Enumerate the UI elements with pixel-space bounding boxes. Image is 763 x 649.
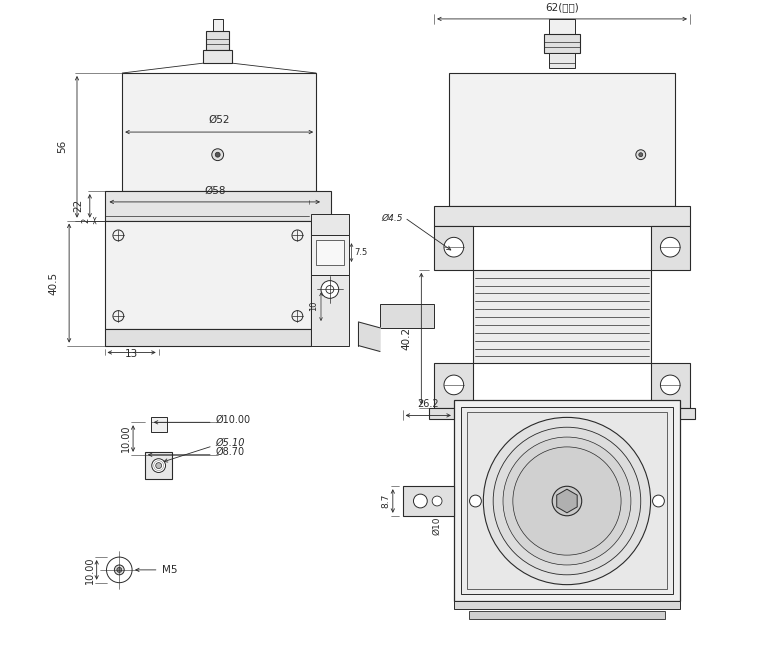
- Circle shape: [444, 238, 464, 257]
- Text: Ø5.10: Ø5.10: [216, 438, 245, 448]
- Text: Ø58: Ø58: [204, 186, 226, 196]
- Bar: [380, 304, 434, 328]
- Text: M5: M5: [162, 565, 177, 575]
- Circle shape: [321, 280, 339, 299]
- Circle shape: [652, 495, 665, 507]
- Text: Ø52: Ø52: [208, 115, 230, 125]
- Bar: [151, 417, 166, 432]
- Text: 26.2: 26.2: [417, 398, 439, 408]
- Text: 10.00: 10.00: [85, 556, 95, 583]
- Bar: [145, 452, 172, 480]
- Circle shape: [444, 375, 464, 395]
- Circle shape: [212, 149, 224, 160]
- Bar: [549, 53, 575, 68]
- Circle shape: [114, 565, 124, 575]
- Bar: [105, 221, 311, 329]
- Circle shape: [156, 463, 162, 469]
- Bar: [122, 73, 316, 191]
- Circle shape: [215, 153, 221, 157]
- Circle shape: [493, 427, 641, 575]
- Bar: [403, 486, 454, 516]
- Text: 7.5: 7.5: [355, 248, 368, 256]
- Bar: [213, 19, 223, 31]
- Bar: [434, 226, 474, 270]
- Text: 62(可调): 62(可调): [546, 2, 579, 12]
- Bar: [311, 275, 349, 345]
- Bar: [449, 73, 675, 206]
- Text: 56: 56: [57, 140, 67, 153]
- Text: Ø10.00: Ø10.00: [216, 414, 251, 424]
- Text: Ø4.5: Ø4.5: [382, 214, 403, 223]
- Circle shape: [639, 153, 642, 156]
- Circle shape: [117, 567, 122, 572]
- Bar: [311, 214, 349, 236]
- Polygon shape: [557, 489, 577, 513]
- Circle shape: [661, 238, 680, 257]
- Circle shape: [469, 495, 481, 507]
- Polygon shape: [359, 322, 380, 352]
- Bar: [454, 602, 680, 609]
- Text: 40.5: 40.5: [48, 271, 58, 295]
- Text: 13: 13: [125, 349, 138, 360]
- Bar: [467, 413, 668, 589]
- Text: Ø8.70: Ø8.70: [216, 447, 245, 457]
- Bar: [454, 400, 680, 602]
- Bar: [316, 240, 343, 265]
- Text: Ø10: Ø10: [433, 517, 442, 535]
- Bar: [468, 611, 665, 619]
- Bar: [434, 206, 690, 226]
- Bar: [206, 31, 230, 51]
- Text: 40.2: 40.2: [401, 327, 411, 350]
- Circle shape: [552, 486, 581, 516]
- Bar: [203, 51, 233, 63]
- Circle shape: [432, 496, 442, 506]
- Bar: [549, 19, 575, 34]
- Bar: [105, 329, 311, 345]
- Circle shape: [636, 150, 645, 160]
- Text: 22: 22: [73, 199, 83, 212]
- Bar: [651, 363, 690, 408]
- Bar: [544, 34, 580, 53]
- Bar: [430, 408, 695, 419]
- Bar: [434, 363, 474, 408]
- Circle shape: [661, 375, 680, 395]
- Circle shape: [152, 459, 166, 472]
- Bar: [105, 191, 331, 221]
- Circle shape: [561, 495, 573, 507]
- Circle shape: [513, 447, 621, 555]
- Text: 8.7: 8.7: [382, 494, 391, 508]
- Circle shape: [483, 417, 651, 585]
- Circle shape: [503, 437, 631, 565]
- Circle shape: [414, 494, 427, 508]
- Bar: [474, 270, 651, 363]
- Text: 10: 10: [309, 301, 318, 312]
- Bar: [311, 236, 349, 275]
- Bar: [651, 226, 690, 270]
- Bar: [461, 406, 673, 594]
- Text: 10.00: 10.00: [121, 425, 131, 452]
- Text: 2: 2: [82, 218, 91, 223]
